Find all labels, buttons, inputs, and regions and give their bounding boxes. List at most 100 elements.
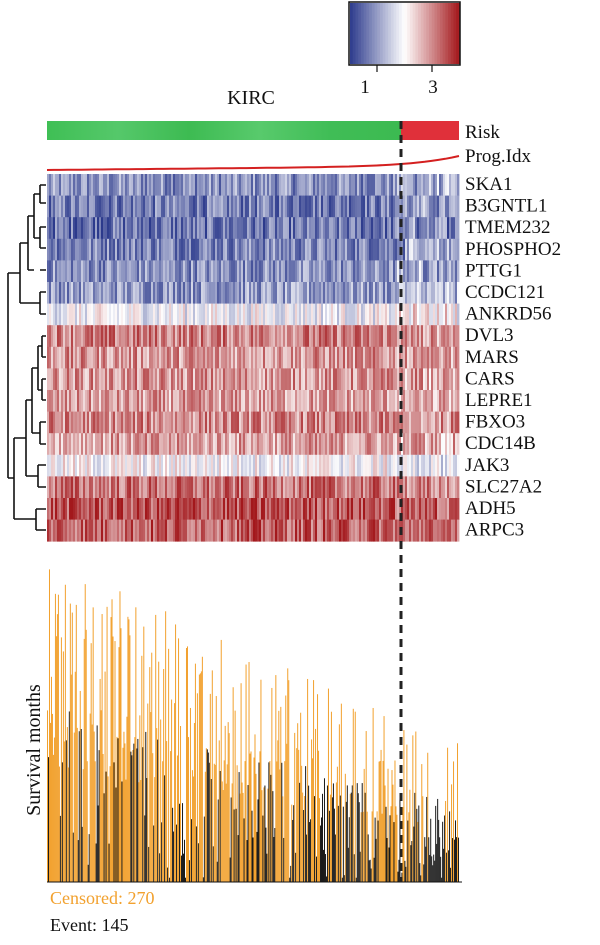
heatmap-cell xyxy=(403,454,406,477)
heatmap-cell xyxy=(457,476,460,499)
heatmap-cell xyxy=(277,195,280,218)
heatmap-cell xyxy=(205,260,208,283)
heatmap-cell xyxy=(173,217,176,240)
heatmap-cell xyxy=(283,325,286,348)
heatmap-cell xyxy=(365,260,368,283)
heatmap-cell xyxy=(299,282,302,304)
heatmap-cell xyxy=(265,368,268,391)
heatmap-cell xyxy=(167,476,170,499)
heatmap-cell xyxy=(191,195,194,218)
event-bar xyxy=(370,868,372,882)
censored-bar xyxy=(242,792,244,882)
heatmap-cell xyxy=(321,454,324,477)
heatmap-cell xyxy=(175,390,178,412)
heatmap-cell xyxy=(163,238,166,261)
censored-bar xyxy=(391,770,393,882)
heatmap-cell xyxy=(103,282,106,304)
heatmap-cell xyxy=(91,325,94,348)
heatmap-cell xyxy=(367,174,370,196)
heatmap-cell xyxy=(419,217,422,240)
heatmap-cell xyxy=(445,303,448,326)
heatmap-cell xyxy=(117,476,120,499)
heatmap-cell xyxy=(189,174,192,196)
heatmap-cell xyxy=(441,498,444,520)
heatmap-cell xyxy=(83,195,86,218)
heatmap-cell xyxy=(269,217,272,240)
heatmap-cell xyxy=(373,217,376,240)
heatmap-cell xyxy=(177,433,180,456)
heatmap-cell xyxy=(237,454,240,477)
heatmap-cell xyxy=(393,217,396,240)
heatmap-cell xyxy=(81,476,84,499)
heatmap-cell xyxy=(245,195,248,218)
heatmap-cell xyxy=(231,519,234,542)
heatmap-cell xyxy=(391,519,394,542)
censored-bar xyxy=(447,747,449,882)
heatmap-cell xyxy=(239,368,242,391)
heatmap-cell xyxy=(237,282,240,304)
heatmap-cell xyxy=(313,476,316,499)
heatmap-cell xyxy=(47,325,50,348)
heatmap-cell xyxy=(371,498,374,520)
heatmap-cell xyxy=(239,433,242,456)
censored-bar xyxy=(234,710,236,882)
heatmap-cell xyxy=(425,433,428,456)
heatmap-cell xyxy=(219,325,222,348)
heatmap-cell xyxy=(133,454,136,477)
heatmap-cell xyxy=(241,195,244,218)
heatmap-cell xyxy=(445,390,448,412)
heatmap-cell xyxy=(309,303,312,326)
heatmap-cell xyxy=(317,346,320,369)
heatmap-cell xyxy=(257,519,260,542)
heatmap-cell xyxy=(225,238,228,261)
heatmap-cell xyxy=(245,303,248,326)
heatmap-cell xyxy=(411,325,414,348)
heatmap-cell xyxy=(57,368,60,391)
censored-bar xyxy=(287,668,289,882)
heatmap-cell xyxy=(285,325,288,348)
heatmap-cell xyxy=(105,282,108,304)
heatmap-cell xyxy=(359,282,362,304)
heatmap-cell xyxy=(293,411,296,434)
heatmap-cell xyxy=(289,498,292,520)
heatmap-cell xyxy=(193,476,196,499)
heatmap-cell xyxy=(327,238,330,261)
censored-bar xyxy=(84,584,86,882)
heatmap-cell xyxy=(391,325,394,348)
heatmap-cell xyxy=(75,195,78,218)
heatmap-cell xyxy=(171,411,174,434)
heatmap-cell xyxy=(447,303,450,326)
colorbar-segment xyxy=(366,3,370,64)
heatmap-cell xyxy=(339,282,342,304)
heatmap-cell xyxy=(321,325,324,348)
censored-bar xyxy=(412,735,414,882)
heatmap-cell xyxy=(397,368,400,391)
heatmap-cell xyxy=(299,174,302,196)
heatmap-cell xyxy=(209,519,212,542)
heatmap-cell xyxy=(341,174,344,196)
heatmap-cell xyxy=(333,411,336,434)
heatmap-cell xyxy=(165,346,168,369)
heatmap-cell xyxy=(331,498,334,520)
heatmap-cell xyxy=(293,238,296,261)
heatmap-cell xyxy=(225,454,228,477)
heatmap-cell xyxy=(455,303,458,326)
heatmap-cell xyxy=(315,303,318,326)
heatmap-cell xyxy=(259,217,262,240)
heatmap-cell xyxy=(343,519,346,542)
heatmap-cell xyxy=(331,174,334,196)
heatmap-cell xyxy=(235,498,238,520)
heatmap-cell xyxy=(113,390,116,412)
heatmap-cell xyxy=(213,454,216,477)
censored-bar xyxy=(94,761,96,882)
heatmap-cell xyxy=(187,433,190,456)
heatmap-cell xyxy=(321,217,324,240)
heatmap-cell xyxy=(133,346,136,369)
heatmap-cell xyxy=(413,174,416,196)
heatmap-cell xyxy=(321,282,324,304)
heatmap-cell xyxy=(305,368,308,391)
heatmap-cell xyxy=(87,325,90,348)
heatmap-cell xyxy=(287,325,290,348)
heatmap-cell xyxy=(111,174,114,196)
heatmap-cell xyxy=(385,303,388,326)
